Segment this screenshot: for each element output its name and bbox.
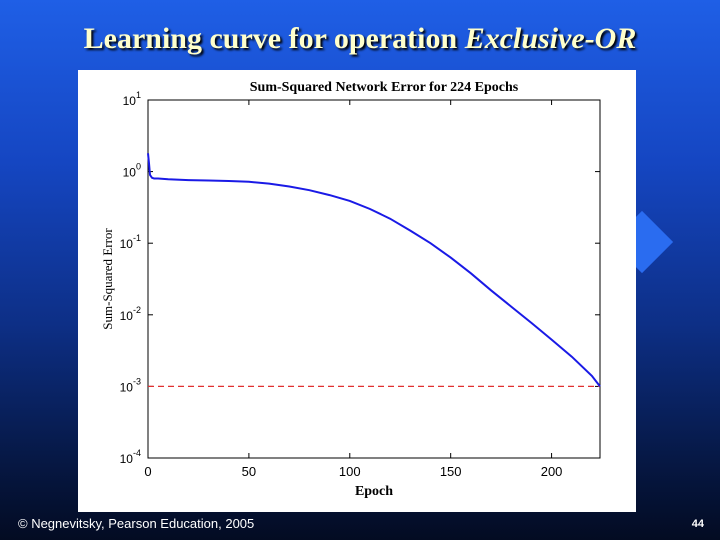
x-tick-label: 200 <box>541 464 563 479</box>
chart-title: Sum-Squared Network Error for 224 Epochs <box>250 80 519 95</box>
learning-curve-chart: Sum-Squared Network Error for 224 Epochs… <box>100 80 601 499</box>
x-axis-label: Epoch <box>355 484 393 499</box>
page-number: 44 <box>691 518 704 530</box>
y-tick-label: 101 <box>123 90 141 108</box>
y-tick-label: 10-4 <box>120 448 141 466</box>
x-tick-label: 100 <box>339 464 361 479</box>
x-tick-label: 150 <box>440 464 462 479</box>
y-tick-label: 10-2 <box>120 305 141 323</box>
y-tick-label: 10-3 <box>120 376 141 394</box>
x-tick-label: 50 <box>242 464 256 479</box>
error-curve-line <box>147 153 601 388</box>
slide-title-italic: Exclusive-OR <box>464 22 637 55</box>
y-axis-label: Sum-Squared Error <box>100 228 115 330</box>
x-axis-ticks: 0 50 100 150 200 <box>144 100 562 479</box>
slide-title-main: Learning curve for operation <box>83 22 465 55</box>
series-lines <box>147 153 601 388</box>
chart-panel: Sum-Squared Network Error for 224 Epochs… <box>78 70 636 512</box>
y-tick-label: 10-1 <box>120 233 141 251</box>
y-tick-label: 100 <box>123 162 141 180</box>
y-axis-ticks: 101 100 10-1 10-2 10-3 10-4 <box>120 90 600 466</box>
plot-area-frame <box>147 99 601 459</box>
x-tick-label: 0 <box>144 464 151 479</box>
slide-title: Learning curve for operation Exclusive-O… <box>0 22 720 56</box>
footer-credit: © Negnevitsky, Pearson Education, 2005 <box>18 516 255 531</box>
